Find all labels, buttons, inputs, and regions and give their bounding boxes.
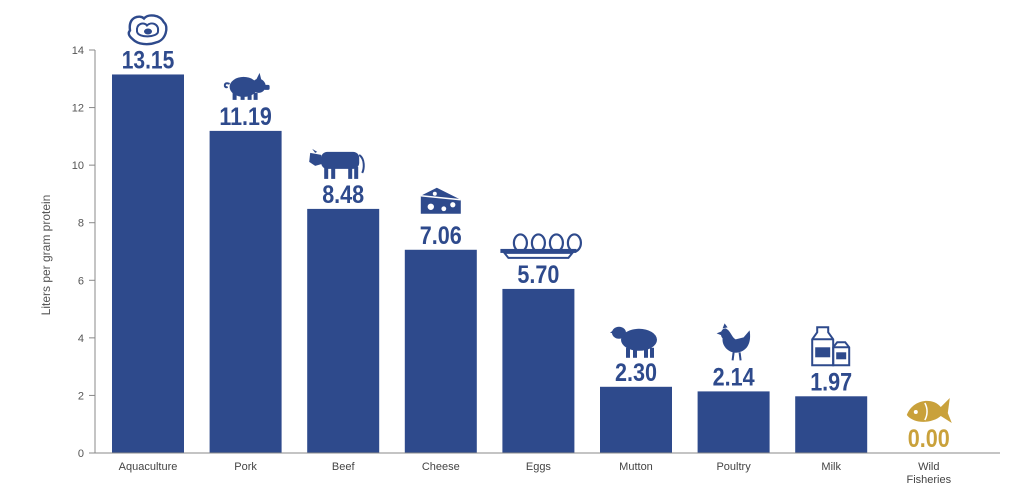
bar xyxy=(502,288,575,453)
y-axis: 0 2 4 6 8 10 12 14 xyxy=(72,45,96,460)
bar-group: 8.48 xyxy=(307,148,380,453)
milk-carton-icon xyxy=(811,326,851,367)
value-label: 0.00 xyxy=(908,425,950,453)
x-axis: Aquaculture Pork Beef Cheese Eggs Mutton Poult… xyxy=(95,452,1000,486)
cow-icon xyxy=(309,148,365,179)
bar xyxy=(795,396,868,453)
bar xyxy=(112,74,184,453)
bar-group: 13.15 xyxy=(112,14,184,453)
bar xyxy=(307,208,380,453)
value-label: 2.30 xyxy=(615,359,657,387)
value-label: 7.06 xyxy=(420,222,462,250)
bar-group: 2.14 xyxy=(697,323,770,453)
value-label: 13.15 xyxy=(122,46,175,74)
bar-group: 1.97 xyxy=(795,326,868,453)
y-tick-label: 2 xyxy=(78,390,84,402)
y-tick-label: 12 xyxy=(72,103,84,115)
category-label: Poultry xyxy=(716,461,751,473)
y-tick-label: 4 xyxy=(78,333,84,345)
bar xyxy=(600,386,672,453)
category-label: Beef xyxy=(332,461,356,473)
value-label: 1.97 xyxy=(810,368,852,396)
value-label: 8.48 xyxy=(322,181,364,209)
eggs-carton-icon xyxy=(500,233,583,259)
category-label: Fisheries xyxy=(906,474,951,486)
category-label: Wild xyxy=(918,461,939,473)
bars: 13.15 11.19 8.48 7.06 5.70 2.30 2.14 1.97 0.00 xyxy=(112,14,952,453)
bar-group: 11.19 xyxy=(209,72,282,453)
bar-group: 2.30 xyxy=(600,326,672,453)
bar xyxy=(404,249,477,453)
sheep-icon xyxy=(610,326,657,358)
oyster-icon xyxy=(127,14,168,46)
y-tick-label: 8 xyxy=(78,218,84,230)
bar-group: 0.00 xyxy=(906,398,952,453)
bar xyxy=(209,130,282,453)
pig-icon xyxy=(223,72,270,100)
category-label: Eggs xyxy=(526,461,552,473)
fish-icon xyxy=(906,398,952,423)
y-tick-label: 0 xyxy=(78,448,84,460)
cheese-icon xyxy=(420,187,461,214)
value-label: 5.70 xyxy=(517,261,559,289)
category-label: Aquaculture xyxy=(119,461,178,473)
value-label: 2.14 xyxy=(713,363,755,391)
bar-group: 7.06 xyxy=(404,187,477,453)
chicken-icon xyxy=(716,323,751,361)
y-tick-label: 6 xyxy=(78,275,84,287)
bar xyxy=(697,391,770,453)
category-label: Pork xyxy=(234,461,257,473)
category-label: Mutton xyxy=(619,461,653,473)
y-tick-label: 14 xyxy=(72,45,84,57)
category-label: Milk xyxy=(821,461,841,473)
bar-group: 5.70 xyxy=(500,233,583,453)
y-axis-title: Liters per gram protein xyxy=(39,195,53,316)
y-tick-label: 10 xyxy=(72,160,84,172)
value-label: 11.19 xyxy=(219,103,272,131)
category-label: Cheese xyxy=(422,461,460,473)
